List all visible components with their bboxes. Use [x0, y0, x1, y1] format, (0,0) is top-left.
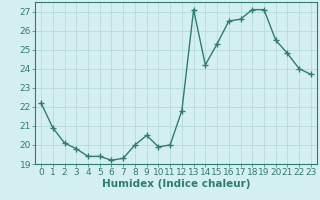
X-axis label: Humidex (Indice chaleur): Humidex (Indice chaleur) — [102, 179, 250, 189]
